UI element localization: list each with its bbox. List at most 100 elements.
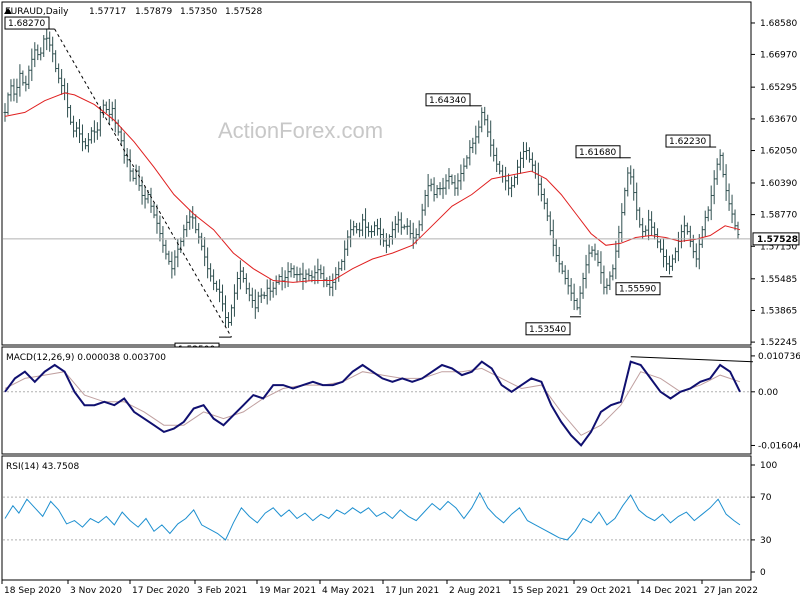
- time-tick-label: 27 Jan 2022: [704, 586, 758, 596]
- ohlc-bar: [662, 238, 666, 268]
- ohlc-bar: [471, 137, 475, 154]
- ohlc-bar: [513, 175, 517, 188]
- price-tick-label: 1.63670: [760, 115, 797, 125]
- ohlc-bar: [301, 262, 305, 290]
- price-annotation: 1.68270: [4, 16, 55, 30]
- ohlc-bar: [212, 269, 216, 291]
- ohlc-bar: [298, 267, 302, 281]
- ohlc-bar: [498, 161, 502, 175]
- ohlc-bar: [688, 225, 692, 248]
- ohlc-bar: [444, 174, 448, 195]
- rsi-axis: 100 70 30 0: [751, 461, 777, 578]
- ohlc-bar: [104, 101, 108, 114]
- price-annotation: 1.55590: [615, 276, 673, 296]
- moving-average-line: [4, 92, 741, 283]
- ohlc-bar: [137, 165, 141, 191]
- ohlc-bar: [465, 155, 469, 169]
- ohlc-bar: [417, 220, 421, 239]
- macd-tick-label: 0.00: [758, 388, 778, 398]
- ohlc-bar: [6, 92, 10, 115]
- time-tick-label: 17 Dec 2020: [132, 586, 190, 596]
- ohlc-bar: [644, 225, 648, 237]
- ohlc-bar: [393, 215, 397, 238]
- ohlc-bar: [155, 204, 159, 234]
- ohlc-bar: [492, 139, 496, 162]
- price-tick-label: 1.66970: [760, 50, 797, 60]
- time-tick-label: 15 Sep 2021: [512, 586, 569, 596]
- rsi-line: [4, 491, 741, 541]
- ohlc-bar: [295, 266, 299, 283]
- price-annotation-label: 1.62230: [669, 137, 706, 147]
- ohlc-bar: [426, 174, 430, 208]
- ohlc-bar: [289, 263, 293, 278]
- ohlc-bar: [456, 173, 460, 196]
- time-tick-label: 19 Mar 2021: [259, 586, 316, 596]
- ohlc-bar: [36, 44, 40, 61]
- ohlc-bar: [203, 237, 207, 267]
- ohlc-bar: [477, 120, 481, 144]
- ohlc-bar: [590, 246, 594, 258]
- ohlc-bar: [402, 224, 406, 230]
- price-tick-label: 1.60390: [760, 179, 797, 189]
- ohlc-bar: [364, 208, 368, 239]
- ohlc-bar: [659, 238, 663, 253]
- ohlc-bar: [605, 278, 609, 295]
- ohlc-bar: [107, 98, 111, 125]
- ohlc-bar: [575, 298, 579, 311]
- ohlc-bar: [727, 183, 731, 211]
- ohlc-bar: [405, 218, 409, 235]
- ohlc-bar: [173, 250, 177, 276]
- ohlc-bar: [283, 270, 287, 289]
- ohlc-bar: [337, 261, 341, 282]
- ohlc-bar: [358, 222, 362, 238]
- ohlc-bar: [429, 178, 433, 192]
- ohlc-bar: [450, 174, 454, 185]
- ohlc-bar: [554, 238, 558, 263]
- macd-axis: 0.010736 0.00 -0.016046: [751, 352, 800, 451]
- price-annotation: 1.61680: [575, 145, 631, 159]
- ohlc-bar: [507, 173, 511, 196]
- ohlc-bar: [569, 278, 573, 301]
- ohlc-bar: [250, 287, 254, 308]
- ohlc-bar: [12, 78, 16, 102]
- ohlc-bar: [167, 250, 171, 265]
- quote-low: 1.57350: [180, 7, 217, 17]
- ohlc-bar: [396, 211, 400, 233]
- price-annotation-label: 1.61680: [579, 148, 616, 158]
- ohlc-bar: [328, 275, 332, 296]
- ohlc-bar: [602, 265, 606, 295]
- ohlc-bar: [343, 240, 347, 271]
- ohlc-bar: [292, 265, 296, 279]
- ohlc-bar: [370, 225, 374, 238]
- ohlc-bar: [706, 206, 710, 222]
- ohlc-bar: [670, 254, 674, 271]
- macd-line: [4, 360, 741, 447]
- ohlc-bar: [27, 65, 31, 89]
- ohlc-bar: [480, 107, 484, 133]
- ohlc-bar: [608, 271, 612, 291]
- ohlc-bar: [665, 249, 668, 272]
- ohlc-bar: [524, 142, 528, 160]
- ohlc-bar: [226, 312, 230, 328]
- ohlc-bar: [653, 222, 657, 240]
- last-price-text: 1.57528: [757, 235, 798, 245]
- ohlc-bar: [80, 124, 84, 152]
- ohlc-bar: [545, 198, 549, 222]
- ohlc-bar: [495, 147, 499, 173]
- ohlc-bar: [560, 260, 564, 275]
- ohlc-bars: [3, 27, 740, 328]
- price-tick-label: 1.52245: [760, 338, 797, 348]
- time-tick-label: 3 Feb 2021: [197, 586, 247, 596]
- time-tick-label: 18 Sep 2020: [4, 586, 61, 596]
- ohlc-bar: [733, 209, 737, 231]
- ohlc-bar: [703, 210, 707, 237]
- ohlc-bar: [122, 132, 126, 164]
- ohlc-bar: [54, 50, 58, 73]
- ohlc-bar: [572, 283, 576, 310]
- ohlc-bar: [453, 175, 457, 196]
- ohlc-bar: [724, 164, 728, 201]
- time-tick-label: 2 Aug 2021: [449, 586, 501, 596]
- ohlc-bar: [39, 47, 43, 61]
- ohlc-bar: [235, 271, 239, 300]
- ohlc-bar: [432, 177, 436, 202]
